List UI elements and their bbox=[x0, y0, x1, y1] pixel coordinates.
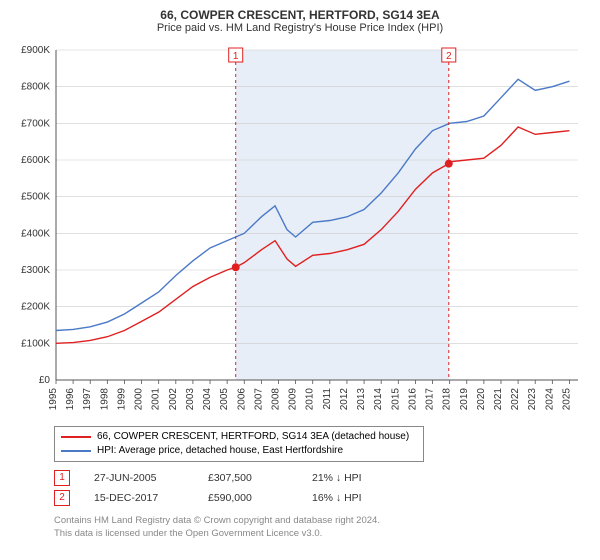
svg-text:1996: 1996 bbox=[65, 388, 76, 411]
svg-text:2004: 2004 bbox=[202, 388, 213, 411]
svg-text:£600K: £600K bbox=[21, 155, 50, 166]
chart-subtitle: Price paid vs. HM Land Registry's House … bbox=[12, 22, 588, 34]
svg-text:2014: 2014 bbox=[373, 388, 384, 411]
legend-item: 66, COWPER CRESCENT, HERTFORD, SG14 3EA … bbox=[61, 430, 417, 444]
transaction-badge: 2 bbox=[54, 490, 70, 506]
transaction-date: 15-DEC-2017 bbox=[94, 488, 184, 508]
legend-label: 66, COWPER CRESCENT, HERTFORD, SG14 3EA … bbox=[97, 430, 409, 444]
table-row: 1 27-JUN-2005 £307,500 21% ↓ HPI bbox=[54, 468, 588, 488]
svg-text:1997: 1997 bbox=[82, 388, 93, 411]
svg-text:£400K: £400K bbox=[21, 228, 50, 239]
transaction-date: 27-JUN-2005 bbox=[94, 468, 184, 488]
svg-text:2008: 2008 bbox=[270, 388, 281, 411]
svg-text:2010: 2010 bbox=[305, 388, 316, 411]
svg-text:1: 1 bbox=[233, 51, 239, 62]
svg-text:2011: 2011 bbox=[322, 388, 333, 410]
svg-text:£700K: £700K bbox=[21, 118, 50, 129]
svg-text:2013: 2013 bbox=[356, 388, 367, 411]
transaction-price: £307,500 bbox=[208, 468, 288, 488]
legend: 66, COWPER CRESCENT, HERTFORD, SG14 3EA … bbox=[54, 426, 424, 462]
license-text: Contains HM Land Registry data © Crown c… bbox=[54, 514, 588, 540]
svg-text:2009: 2009 bbox=[288, 388, 299, 411]
svg-text:1999: 1999 bbox=[116, 388, 127, 411]
svg-text:2016: 2016 bbox=[407, 388, 418, 411]
legend-item: HPI: Average price, detached house, East… bbox=[61, 444, 417, 458]
svg-text:2022: 2022 bbox=[510, 388, 521, 411]
transaction-delta: 21% ↓ HPI bbox=[312, 468, 362, 488]
svg-text:£900K: £900K bbox=[21, 45, 50, 56]
svg-text:£100K: £100K bbox=[21, 338, 50, 349]
transaction-delta: 16% ↓ HPI bbox=[312, 488, 362, 508]
svg-text:2023: 2023 bbox=[527, 388, 538, 411]
svg-text:2002: 2002 bbox=[168, 388, 179, 411]
svg-text:2018: 2018 bbox=[442, 388, 453, 411]
transaction-badge: 1 bbox=[54, 470, 70, 486]
svg-text:£800K: £800K bbox=[21, 82, 50, 93]
svg-text:2003: 2003 bbox=[185, 388, 196, 411]
price-chart: £0 £100K £200K £300K £400K £500K £600K £700K £80… bbox=[12, 40, 588, 420]
svg-text:2024: 2024 bbox=[544, 388, 555, 411]
svg-text:2017: 2017 bbox=[425, 388, 436, 411]
legend-label: HPI: Average price, detached house, East… bbox=[97, 444, 343, 458]
svg-text:2025: 2025 bbox=[561, 388, 572, 411]
svg-text:2006: 2006 bbox=[236, 388, 247, 411]
svg-text:2012: 2012 bbox=[339, 388, 350, 411]
svg-text:£500K: £500K bbox=[21, 192, 50, 203]
svg-text:1998: 1998 bbox=[99, 388, 110, 411]
svg-text:2000: 2000 bbox=[134, 388, 145, 411]
chart-title: 66, COWPER CRESCENT, HERTFORD, SG14 3EA bbox=[12, 8, 588, 22]
svg-text:2015: 2015 bbox=[390, 388, 401, 411]
svg-text:£300K: £300K bbox=[21, 265, 50, 276]
svg-text:2005: 2005 bbox=[219, 388, 230, 411]
svg-text:2: 2 bbox=[446, 51, 452, 62]
svg-text:2007: 2007 bbox=[253, 388, 264, 411]
svg-text:1995: 1995 bbox=[48, 388, 59, 411]
svg-text:2021: 2021 bbox=[493, 388, 504, 411]
svg-text:£200K: £200K bbox=[21, 302, 50, 313]
transaction-table: 1 27-JUN-2005 £307,500 21% ↓ HPI 2 15-DE… bbox=[54, 468, 588, 508]
transaction-price: £590,000 bbox=[208, 488, 288, 508]
svg-text:£0: £0 bbox=[39, 375, 51, 386]
svg-text:2020: 2020 bbox=[476, 388, 487, 411]
svg-text:2001: 2001 bbox=[151, 388, 162, 411]
table-row: 2 15-DEC-2017 £590,000 16% ↓ HPI bbox=[54, 488, 588, 508]
svg-text:2019: 2019 bbox=[459, 388, 470, 411]
